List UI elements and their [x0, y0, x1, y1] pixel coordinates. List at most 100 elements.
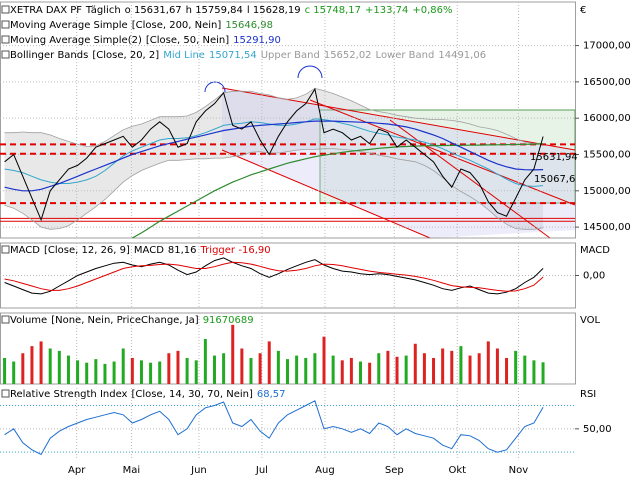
channel-fill	[222, 88, 575, 238]
bar	[541, 362, 545, 384]
legend-box	[1, 245, 10, 254]
panel-frame	[0, 1, 576, 239]
bar	[12, 361, 16, 384]
bar	[176, 350, 180, 384]
legend-text: 15291,90	[233, 35, 281, 46]
ma-line	[132, 143, 544, 239]
arc	[297, 65, 323, 79]
legend-text: c 15748,17	[305, 5, 361, 16]
legend-text: 15071,54	[209, 50, 257, 61]
currency: €	[580, 5, 586, 16]
bar	[48, 348, 52, 384]
bar	[231, 324, 235, 384]
bar	[486, 341, 490, 384]
legend-text: [Close, 200, Nein]	[132, 20, 222, 31]
x-tick-label: Apr	[68, 465, 86, 476]
price-line	[4, 87, 544, 222]
legend-row: Moving Average Simple(2) [Close, 50, Nein…	[10, 35, 281, 46]
bar	[30, 346, 34, 384]
legend-text: Volume	[10, 315, 47, 326]
bar	[212, 355, 216, 384]
bar	[139, 360, 143, 384]
bar	[313, 353, 317, 384]
legend-text: [Close, 12, 26, 9]	[44, 245, 130, 256]
bar	[514, 350, 518, 384]
bar	[532, 360, 536, 384]
y-tick-label: 14500,00	[583, 222, 631, 233]
bar	[441, 348, 445, 384]
drawings	[204, 65, 576, 239]
x-tick-label: Nov	[509, 465, 529, 476]
legend-text: +0,86%	[412, 5, 452, 16]
ma-line	[4, 120, 544, 192]
bar	[85, 362, 89, 384]
bar	[130, 357, 134, 384]
legend-text: 15646,98	[225, 20, 273, 31]
bar	[495, 348, 499, 384]
legend-text: Moving Average Simple(2)	[10, 35, 142, 46]
bar	[249, 357, 253, 384]
zone-box	[319, 109, 576, 204]
x-tick-label: Jun	[190, 465, 207, 476]
bar	[94, 359, 98, 384]
bar	[149, 362, 153, 384]
legend-text: [Close, 14, 30, 70, Nein]	[131, 389, 252, 400]
bar	[185, 357, 189, 384]
legend-text: 68,57	[257, 389, 286, 400]
bar	[167, 353, 171, 384]
bar	[66, 355, 70, 384]
y-tick-label: 16000,00	[583, 113, 631, 124]
bar	[477, 353, 481, 384]
y-tick-label: 0,00	[583, 271, 605, 282]
bar	[121, 348, 125, 384]
legend-text: MACD	[10, 245, 40, 256]
bar	[103, 363, 107, 384]
bar	[523, 355, 527, 384]
macd-line	[4, 261, 544, 292]
legend-text: Lower Band	[376, 50, 435, 61]
legend-text: 15652,02	[324, 50, 372, 61]
y-tick-label: 15000,00	[583, 186, 631, 197]
bar	[295, 355, 299, 384]
bar	[258, 353, 262, 384]
bar	[368, 362, 372, 384]
bar	[57, 350, 61, 384]
bar	[158, 361, 162, 384]
channel-line	[221, 149, 431, 239]
macd-line	[4, 257, 544, 295]
bar	[432, 357, 436, 384]
legend-text: h 15759,84	[186, 5, 243, 16]
legend-box	[1, 315, 10, 324]
bar	[505, 357, 509, 384]
bar	[340, 360, 344, 384]
bar	[267, 341, 271, 384]
axis-label: RSI	[580, 389, 596, 400]
bar	[39, 341, 43, 384]
legend-box	[1, 35, 10, 44]
bar	[304, 357, 308, 384]
legend-text: Bollinger Bands	[10, 50, 88, 61]
channel-line	[309, 99, 576, 206]
axis-label: VOL	[580, 315, 601, 326]
legend-text: +133,74	[365, 5, 408, 16]
bar	[450, 350, 454, 384]
bar	[422, 353, 426, 384]
bar	[203, 339, 207, 384]
y-tick-label: 17000,00	[583, 41, 631, 52]
bar	[194, 360, 198, 384]
legend-row: Relative Strength Index [Close, 14, 30, 7…	[10, 389, 286, 400]
bar	[112, 361, 116, 384]
annotation: 15631,94	[530, 152, 578, 163]
bar	[76, 360, 80, 384]
legend-text: Täglich	[85, 5, 121, 16]
x-tick-label: Sep	[385, 465, 404, 476]
y-tick-label: 16500,00	[583, 77, 631, 88]
legend-text: 14491,06	[438, 50, 486, 61]
legend-box	[1, 389, 10, 398]
legend-row: XETRA DAX PF Täglich o 15631,67 h 15759,84 l…	[10, 5, 453, 16]
bar	[377, 353, 381, 384]
legend-text: Relative Strength Index	[10, 389, 128, 400]
legend-box	[1, 5, 10, 14]
legend-text: [None, Nein, PriceChange, Ja]	[51, 315, 199, 326]
